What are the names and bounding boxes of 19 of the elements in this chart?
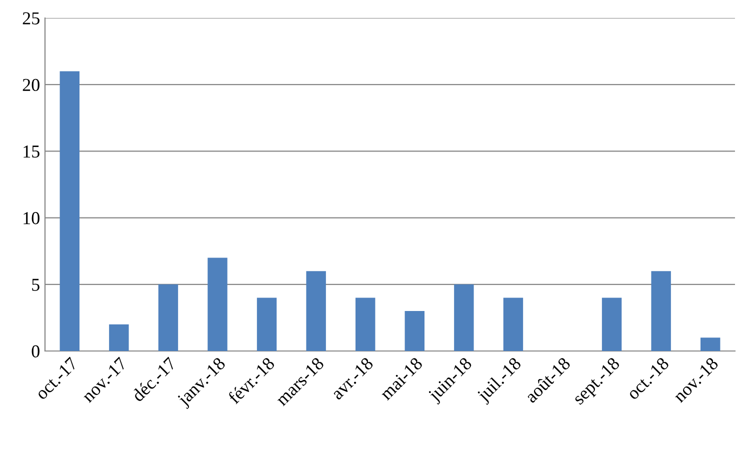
bar bbox=[256, 298, 277, 351]
y-tick-label: 5 bbox=[32, 278, 40, 291]
bar bbox=[208, 258, 228, 351]
bar bbox=[60, 71, 80, 351]
bar bbox=[356, 298, 376, 351]
bar bbox=[602, 298, 622, 351]
bar bbox=[109, 324, 129, 351]
bar bbox=[454, 284, 474, 351]
bar bbox=[306, 271, 326, 351]
bar bbox=[158, 284, 178, 351]
y-tick-label: 10 bbox=[24, 212, 40, 224]
bar bbox=[503, 298, 524, 351]
bar bbox=[404, 311, 424, 351]
y-tick-label: 15 bbox=[24, 146, 40, 158]
y-tick-label: 20 bbox=[22, 78, 40, 92]
bar bbox=[651, 271, 671, 351]
bar bbox=[700, 338, 720, 351]
y-tick-label: 25 bbox=[22, 12, 40, 24]
y-tick-label: 0 bbox=[32, 345, 40, 358]
